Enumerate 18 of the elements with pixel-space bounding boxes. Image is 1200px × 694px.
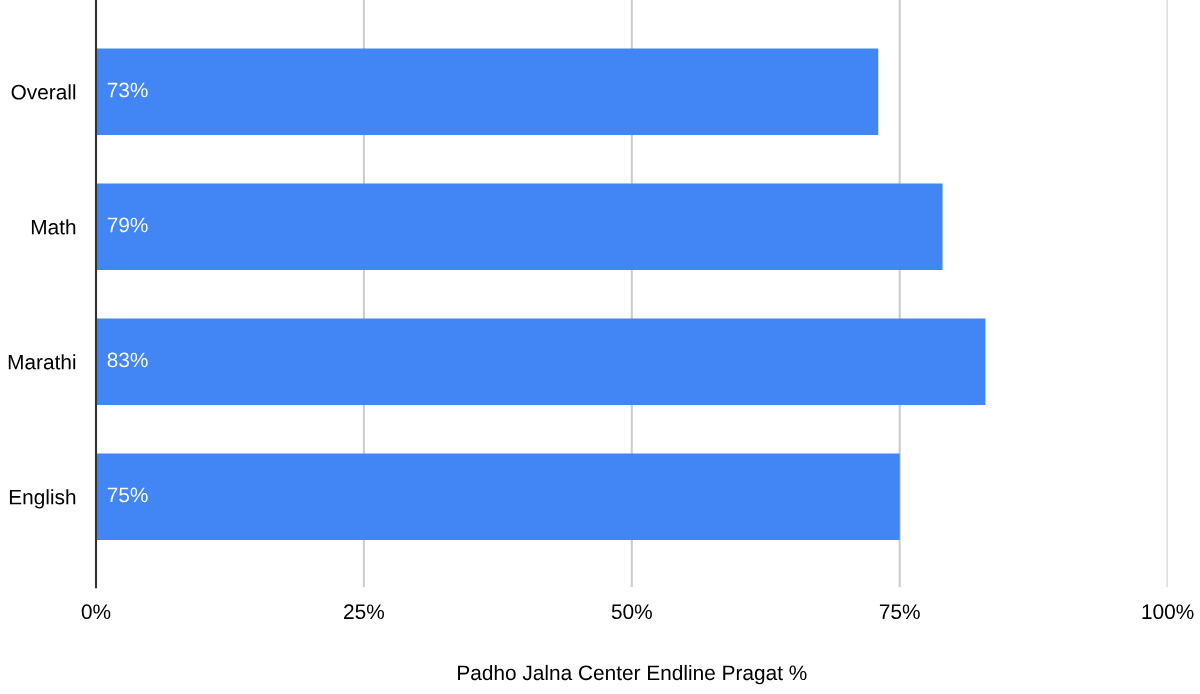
bar <box>96 453 900 540</box>
bar <box>96 48 879 135</box>
y-tick-label: Math <box>31 219 76 235</box>
bar <box>96 318 986 405</box>
x-tick-label: 25% <box>344 604 385 620</box>
y-tick-label: Marathi <box>8 354 76 370</box>
x-tick-label: 100% <box>1142 604 1194 620</box>
x-tick-label: 0% <box>81 604 111 620</box>
x-axis-title: Padho Jalna Center Endline Pragat % <box>458 664 807 685</box>
x-tick-label: 75% <box>879 604 920 620</box>
data-label: 75% <box>107 487 148 503</box>
data-label: 83% <box>107 352 148 368</box>
data-label: 79% <box>107 217 148 233</box>
x-tick-label: 50% <box>611 604 652 620</box>
y-tick-label: Overall <box>11 84 76 100</box>
data-label: 73% <box>107 82 148 98</box>
bar <box>96 183 943 270</box>
y-tick-label: English <box>9 489 76 509</box>
